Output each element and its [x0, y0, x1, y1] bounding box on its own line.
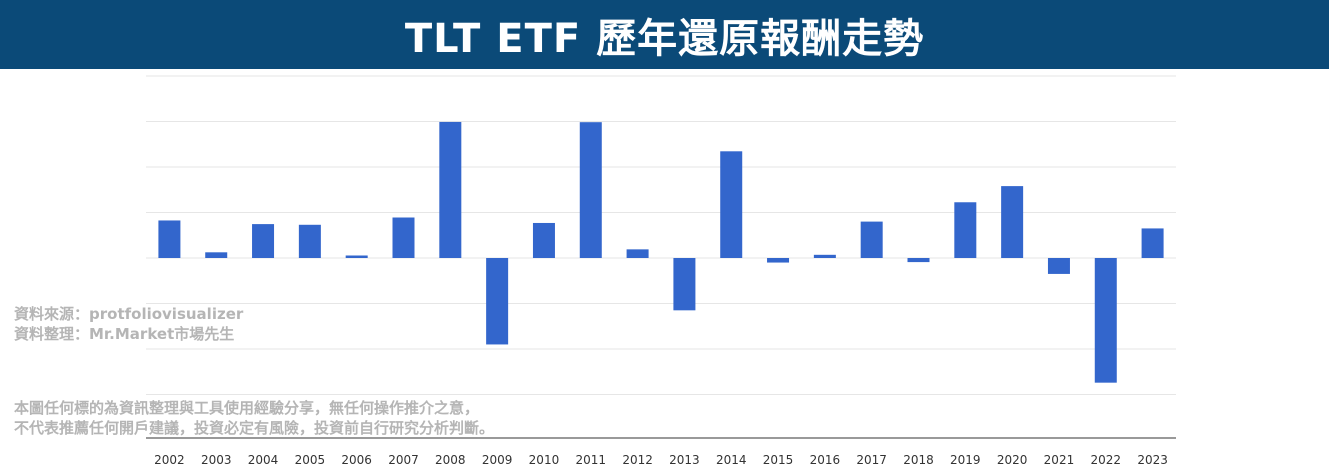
x-tick-label: 2013 — [669, 453, 700, 467]
disclaimer-line-1: 本圖任何標的為資訊整理與工具使用經驗分享，無任何操作推介之意， — [14, 399, 480, 417]
bar-2016 — [813, 254, 836, 258]
bar-2020 — [1001, 186, 1024, 258]
bar-2003 — [205, 252, 228, 258]
bar-2014 — [720, 151, 743, 258]
x-tick-label: 2007 — [388, 453, 419, 467]
bar-2018 — [907, 258, 930, 263]
x-tick-label: 2023 — [1137, 453, 1168, 467]
bar-2015 — [767, 258, 790, 263]
bar-2023 — [1141, 228, 1164, 258]
bar-2006 — [345, 255, 368, 258]
bar-2022 — [1094, 258, 1117, 383]
disclaimer-line-2: 不代表推薦任何開戶建議，投資必定有風險，投資前自行研究分析判斷。 — [14, 419, 495, 437]
source-text: 資料來源：protfoliovisualizer — [14, 305, 244, 323]
bar-2005 — [298, 224, 321, 258]
source-notes: 資料來源：protfoliovisualizer 資料整理：Mr.Market市… — [14, 304, 243, 344]
x-tick-label: 2005 — [295, 453, 326, 467]
bar-2009 — [486, 258, 509, 345]
x-tick-label: 2015 — [763, 453, 794, 467]
x-tick-label: 2017 — [856, 453, 887, 467]
bar-2021 — [1047, 258, 1070, 274]
x-tick-label: 2018 — [903, 453, 934, 467]
bar-2004 — [252, 224, 275, 258]
title-banner: TLT ETF 歷年還原報酬走勢 — [0, 0, 1329, 69]
bar-2008 — [439, 121, 462, 258]
bar-2002 — [158, 220, 181, 258]
bar-2012 — [626, 249, 649, 258]
bar-2010 — [532, 222, 555, 258]
bar-2013 — [673, 258, 696, 311]
x-tick-label: 2019 — [950, 453, 981, 467]
x-tick-label: 2010 — [529, 453, 560, 467]
x-tick-label: 2003 — [201, 453, 232, 467]
x-tick-label: 2014 — [716, 453, 747, 467]
x-tick-label: 2016 — [810, 453, 841, 467]
x-tick-label: 2012 — [622, 453, 653, 467]
x-tick-label: 2008 — [435, 453, 466, 467]
compiled-by-text: 資料整理：Mr.Market市場先生 — [14, 325, 235, 343]
x-tick-label: 2021 — [1044, 453, 1075, 467]
bar-2007 — [392, 217, 415, 258]
chart-title: TLT ETF 歷年還原報酬走勢 — [404, 15, 925, 62]
disclaimer-notes: 本圖任何標的為資訊整理與工具使用經驗分享，無任何操作推介之意， 不代表推薦任何開… — [14, 398, 494, 438]
x-tick-label: 2006 — [341, 453, 372, 467]
x-tick-label: 2004 — [248, 453, 279, 467]
x-tick-label: 2020 — [997, 453, 1028, 467]
bar-2019 — [954, 202, 977, 258]
x-tick-label: 2009 — [482, 453, 513, 467]
bar-2017 — [860, 221, 883, 258]
bar-2011 — [579, 122, 602, 259]
x-tick-label: 2002 — [154, 453, 185, 467]
x-tick-label: 2022 — [1090, 453, 1121, 467]
x-tick-label: 2011 — [575, 453, 606, 467]
